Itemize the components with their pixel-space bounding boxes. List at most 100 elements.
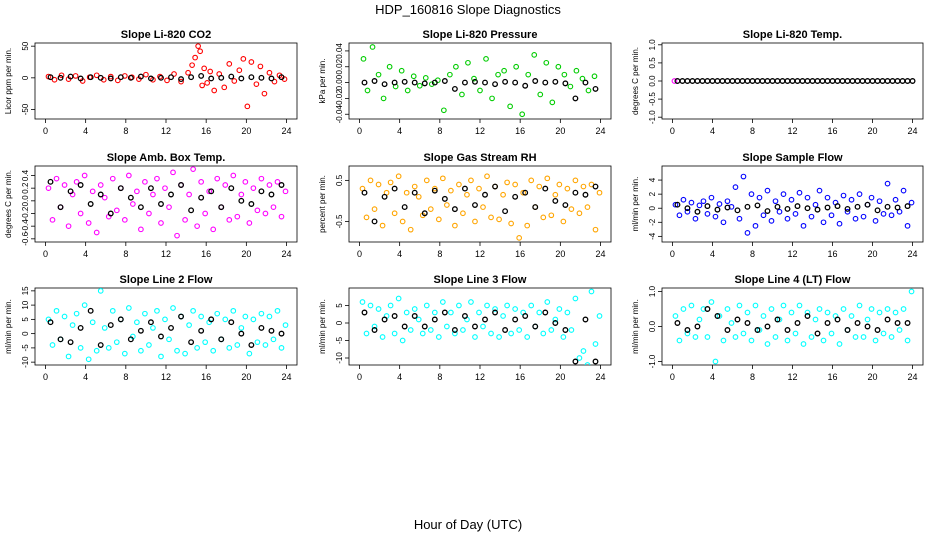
hourly-point bbox=[47, 319, 54, 326]
x-tick-label: 24 bbox=[908, 249, 918, 259]
minute-point bbox=[848, 313, 855, 319]
panel-title: Slope Gas Stream RH bbox=[423, 152, 536, 164]
hourly-point bbox=[178, 313, 185, 320]
minute-point bbox=[484, 173, 490, 180]
hourly-point bbox=[824, 204, 831, 211]
minute-point bbox=[258, 310, 265, 317]
hourly-point bbox=[371, 218, 378, 225]
minute-point bbox=[820, 219, 827, 226]
hourly-point bbox=[774, 203, 781, 210]
minute-point bbox=[439, 175, 446, 182]
hourly-point bbox=[764, 323, 771, 330]
minute-point bbox=[483, 55, 489, 62]
hourly-point bbox=[431, 187, 438, 194]
minute-point bbox=[732, 334, 739, 340]
hourly-point bbox=[127, 74, 134, 81]
minute-point bbox=[427, 206, 434, 212]
minute-point bbox=[720, 337, 727, 344]
x-tick-label: 0 bbox=[670, 372, 675, 382]
minute-point bbox=[364, 87, 371, 94]
x-tick-label: 0 bbox=[357, 126, 362, 136]
hourly-point bbox=[684, 78, 691, 84]
hourly-point bbox=[744, 320, 751, 326]
minute-point bbox=[459, 91, 465, 98]
minute-point bbox=[125, 172, 132, 179]
minute-point bbox=[411, 306, 418, 312]
x-tick-label: 24 bbox=[908, 126, 918, 136]
minute-point bbox=[720, 219, 727, 226]
minute-point bbox=[142, 178, 148, 185]
hourly-point bbox=[208, 75, 215, 82]
minute-point bbox=[816, 306, 823, 312]
minute-point bbox=[204, 80, 211, 86]
hourly-point bbox=[218, 336, 225, 343]
hourly-point bbox=[674, 201, 681, 208]
minute-point bbox=[876, 309, 883, 316]
hourly-point bbox=[97, 191, 104, 198]
minute-point bbox=[744, 309, 751, 316]
minute-point bbox=[768, 306, 775, 312]
minute-point bbox=[236, 67, 243, 74]
hourly-point bbox=[864, 201, 871, 208]
minute-point bbox=[736, 302, 743, 309]
hourly-point bbox=[854, 78, 861, 84]
panel-title: Slope Li-820 Pressure bbox=[423, 29, 538, 41]
x-tick-label: 16 bbox=[828, 249, 838, 259]
hourly-point bbox=[168, 324, 174, 331]
minute-point bbox=[375, 306, 382, 312]
hourly-point bbox=[754, 78, 761, 84]
minute-point bbox=[460, 210, 466, 217]
x-tick-label: 4 bbox=[397, 372, 402, 382]
minute-point bbox=[404, 87, 411, 94]
hourly-point bbox=[512, 316, 519, 323]
minute-point bbox=[591, 73, 598, 80]
hourly-point bbox=[854, 203, 861, 210]
minute-point bbox=[868, 194, 875, 201]
hourly-point bbox=[47, 178, 54, 185]
minute-point bbox=[257, 63, 264, 70]
minute-point bbox=[471, 75, 477, 82]
minute-point bbox=[740, 330, 747, 337]
hourly-point bbox=[248, 74, 255, 81]
minute-point bbox=[121, 350, 128, 357]
minute-point bbox=[197, 48, 203, 55]
minute-point bbox=[109, 307, 116, 314]
hourly-point bbox=[694, 323, 701, 330]
minute-point bbox=[573, 67, 580, 74]
y-tick-label: -0.5 bbox=[648, 92, 657, 106]
hourly-point bbox=[684, 205, 691, 212]
minute-point bbox=[166, 336, 172, 343]
hourly-point bbox=[572, 189, 579, 196]
minute-point bbox=[688, 199, 695, 206]
minute-point bbox=[375, 71, 382, 78]
minute-point bbox=[812, 201, 819, 208]
minute-point bbox=[142, 310, 148, 317]
minute-point bbox=[278, 213, 285, 220]
minute-point bbox=[872, 337, 879, 344]
y-axis-label: degrees C per min. bbox=[4, 170, 13, 238]
hourly-point bbox=[714, 78, 721, 84]
hourly-point bbox=[228, 319, 235, 326]
hourly-point bbox=[238, 330, 245, 337]
hourly-point bbox=[87, 74, 94, 81]
hourly-point bbox=[522, 189, 529, 196]
hourly-point bbox=[744, 203, 751, 210]
hourly-point bbox=[482, 316, 488, 323]
minute-point bbox=[121, 216, 128, 223]
minute-point bbox=[403, 309, 410, 316]
hourly-point bbox=[704, 203, 711, 210]
hourly-point bbox=[381, 81, 388, 88]
y-tick-label: 5 bbox=[21, 317, 30, 322]
x-tick-label: 4 bbox=[83, 372, 88, 382]
minute-point bbox=[89, 319, 96, 326]
minute-point bbox=[363, 330, 370, 337]
hourly-point bbox=[794, 320, 801, 326]
hourly-point bbox=[804, 205, 811, 212]
x-tick-label: 12 bbox=[475, 249, 485, 259]
x-tick-label: 12 bbox=[475, 372, 485, 382]
hourly-point bbox=[391, 79, 398, 86]
hourly-point bbox=[794, 78, 801, 84]
minute-point bbox=[105, 345, 112, 351]
minute-point bbox=[844, 208, 851, 215]
hourly-point bbox=[137, 327, 144, 334]
